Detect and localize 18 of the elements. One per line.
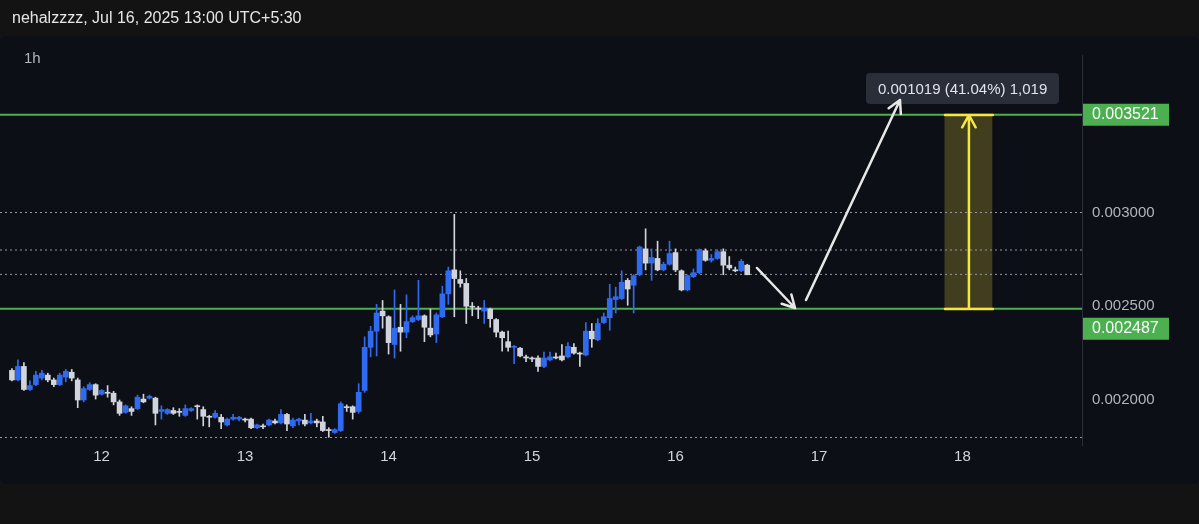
candlestick [451, 214, 458, 318]
x-tick-label: 13 [236, 447, 254, 465]
x-tick-label: 15 [523, 447, 541, 465]
candlestick [194, 404, 201, 420]
chart-subtitle: 1h [24, 49, 41, 66]
chart-title: nehalzzzz, Jul 16, 2025 13:00 UTC+5:30 [12, 9, 302, 27]
y-tick-label: 0.002000 [1092, 390, 1155, 408]
y-tick-label: 0.003000 [1092, 202, 1155, 220]
x-tick-label: 14 [380, 447, 397, 465]
y-tick-label: 0.002500 [1092, 296, 1155, 314]
x-tick-label: 18 [954, 447, 971, 465]
x-tick-label: 16 [667, 447, 684, 465]
annotation: 0.001019 (41.04%) 1,019 [865, 72, 1060, 104]
x-tick-label: 12 [93, 447, 110, 465]
ref-line-label: 0.002487 [1092, 319, 1159, 337]
ref-line-label: 0.003521 [1092, 105, 1159, 123]
candlestick [511, 345, 517, 364]
x-tick-label: 17 [810, 447, 828, 465]
